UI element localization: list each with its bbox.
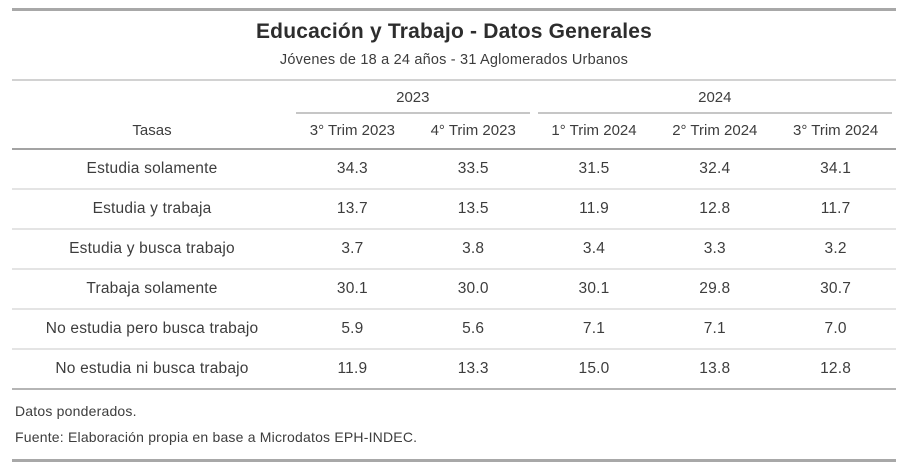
column-header: 1° Trim 2024 <box>533 114 655 150</box>
group-spacer-cell <box>12 81 292 114</box>
data-cell: 13.3 <box>412 349 534 390</box>
column-group-2023: 2023 <box>292 81 534 114</box>
data-cell: 13.5 <box>412 189 534 230</box>
data-cell: 15.0 <box>533 349 655 390</box>
stub-header: Tasas <box>12 114 292 150</box>
data-cell: 30.7 <box>775 269 897 310</box>
data-cell: 11.9 <box>533 189 655 230</box>
data-cell: 30.1 <box>533 269 655 310</box>
data-cell: 29.8 <box>654 269 776 310</box>
data-cell: 3.3 <box>654 229 776 270</box>
data-cell: 5.6 <box>412 309 534 350</box>
data-cell: 34.3 <box>292 149 413 190</box>
data-cell: 30.1 <box>292 269 413 310</box>
column-header-row: Tasas 3° Trim 2023 4° Trim 2023 1° Trim … <box>12 114 897 150</box>
row-label: No estudia pero busca trabajo <box>12 309 292 350</box>
data-cell: 7.0 <box>775 309 897 350</box>
data-table: 2023 2024 Tasas 3° Trim 2023 4° Trim 202… <box>12 81 897 390</box>
row-label: Estudia y trabaja <box>12 189 292 230</box>
data-cell: 34.1 <box>775 149 897 190</box>
column-group-2024-label: 2024 <box>537 89 893 114</box>
page-title: Educación y Trabajo - Datos Generales <box>255 20 653 43</box>
row-label: No estudia ni busca trabajo <box>12 349 292 390</box>
data-cell: 13.8 <box>654 349 776 390</box>
data-cell: 7.1 <box>654 309 776 350</box>
footnote-weighting: Datos ponderados. <box>15 403 137 419</box>
column-header: 3° Trim 2024 <box>775 114 897 150</box>
data-table-card: Educación y Trabajo - Datos Generales Jó… <box>12 8 897 462</box>
column-group-2024: 2024 <box>534 81 896 114</box>
table-row: No estudia ni busca trabajo 11.9 13.3 15… <box>12 349 897 390</box>
table-footer: Datos ponderados. Fuente: Elaboración pr… <box>12 390 896 459</box>
data-cell: 32.4 <box>654 149 776 190</box>
page-subtitle: Jóvenes de 18 a 24 años - 31 Aglomerados… <box>279 52 629 68</box>
data-cell: 3.4 <box>533 229 655 270</box>
column-group-row: 2023 2024 <box>12 81 896 114</box>
data-cell: 5.9 <box>292 309 413 350</box>
data-cell: 3.2 <box>775 229 897 270</box>
row-label: Estudia solamente <box>12 149 292 190</box>
source-note: Fuente: Elaboración propia en base a Mic… <box>15 429 418 445</box>
table-row: Trabaja solamente 30.1 30.0 30.1 29.8 30… <box>12 269 897 310</box>
column-group-2023-label: 2023 <box>296 89 530 114</box>
row-label: Estudia y busca trabajo <box>12 229 292 270</box>
table-header: Educación y Trabajo - Datos Generales Jó… <box>12 11 896 81</box>
data-cell: 11.7 <box>775 189 897 230</box>
table-row: Estudia solamente 34.3 33.5 31.5 32.4 34… <box>12 149 897 190</box>
data-cell: 12.8 <box>775 349 897 390</box>
data-cell: 12.8 <box>654 189 776 230</box>
data-cell: 3.8 <box>412 229 534 270</box>
data-cell: 30.0 <box>412 269 534 310</box>
row-label: Trabaja solamente <box>12 269 292 310</box>
column-header: 4° Trim 2023 <box>412 114 534 150</box>
table-row: Estudia y busca trabajo 3.7 3.8 3.4 3.3 … <box>12 229 897 270</box>
data-cell: 3.7 <box>292 229 413 270</box>
data-cell: 31.5 <box>533 149 655 190</box>
data-cell: 11.9 <box>292 349 413 390</box>
data-cell: 33.5 <box>412 149 534 190</box>
data-cell: 13.7 <box>292 189 413 230</box>
column-header: 3° Trim 2023 <box>292 114 413 150</box>
data-cell: 7.1 <box>533 309 655 350</box>
table-row: Estudia y trabaja 13.7 13.5 11.9 12.8 11… <box>12 189 897 230</box>
column-header: 2° Trim 2024 <box>654 114 776 150</box>
table-row: No estudia pero busca trabajo 5.9 5.6 7.… <box>12 309 897 350</box>
